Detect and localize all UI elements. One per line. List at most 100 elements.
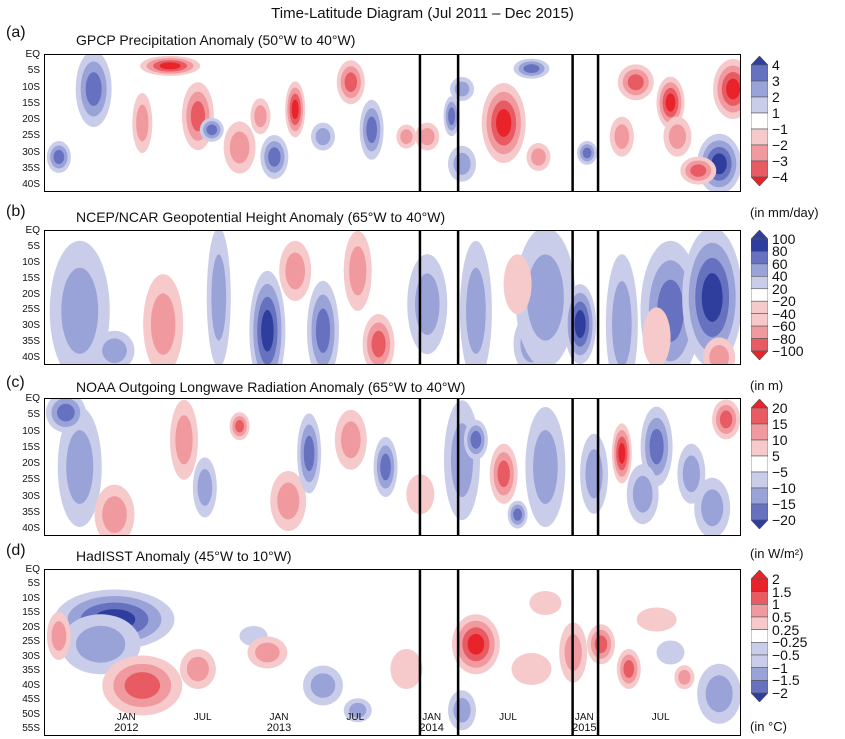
colorbar-segment: [750, 313, 769, 327]
colorbar-segment: [750, 604, 769, 618]
panel-d-anomaly-contour: [705, 675, 733, 713]
colorbar-segment: [750, 642, 769, 656]
panel-a-anomaly-contour: [206, 124, 218, 136]
y-tick-label: 20S: [22, 621, 40, 633]
panel-d-anomaly-contour: [529, 591, 562, 615]
panel-d-letter: (d): [6, 542, 26, 559]
x-tick-label: JAN 2014: [412, 712, 452, 734]
panel-c-anomaly-contour: [533, 430, 558, 504]
y-tick-label: 55S: [22, 723, 40, 734]
colorbar-label: 2: [772, 571, 780, 587]
x-tick-year: 2012: [114, 722, 139, 734]
panel-a-anomaly-contour: [454, 81, 470, 97]
colorbar-label: 5: [772, 448, 780, 464]
panel-a-anomaly-contour: [531, 148, 546, 166]
y-tick-label: 5S: [27, 240, 40, 252]
panel-c-anomaly-contour: [303, 435, 315, 472]
x-tick-label: JUL: [183, 712, 223, 723]
panel-d-anomaly-contour: [75, 625, 126, 663]
x-tick-year: 2014: [419, 722, 444, 734]
panel-c-anomaly-contour: [277, 482, 300, 520]
panel-d-anomaly-contour: [656, 640, 685, 665]
panel-a-anomaly-contour: [448, 107, 456, 126]
colorbar-label: 20: [772, 280, 788, 297]
colorbar-label: 100: [772, 231, 796, 247]
y-tick-label: EQ: [25, 393, 40, 404]
panel-a-letter: (a): [6, 24, 26, 41]
panel-b-anomaly-contour: [102, 338, 127, 364]
colorbar-segment: [750, 471, 769, 489]
panel-d-anomaly-contour: [310, 673, 336, 698]
x-tick-label: JAN 2015: [564, 712, 604, 734]
colorbar-label: −1: [772, 659, 788, 676]
panel-a-anomaly-contour: [85, 72, 102, 106]
y-tick-label: 10S: [22, 425, 40, 437]
colorbar-label: −0.25: [772, 634, 808, 651]
y-tick-label: 35S: [22, 506, 40, 518]
x-tick-month: JUL: [193, 712, 212, 723]
colorbar-label: 80: [772, 243, 788, 260]
x-tick-year: 2013: [266, 722, 292, 734]
panel-a-anomaly-contour: [291, 99, 299, 120]
colorbar-top-arrow: [750, 569, 769, 580]
x-tick-label: JAN 2012: [106, 712, 146, 734]
panel-a-anomaly-contour: [315, 127, 331, 146]
y-tick-label: 10S: [22, 81, 40, 93]
colorbar-segment: [750, 455, 769, 473]
panel-b-plot: [44, 230, 741, 365]
y-tick-label: 35S: [22, 665, 40, 677]
colorbar-svg: [750, 569, 769, 703]
x-tick-label: JUL: [488, 712, 528, 723]
panel-c-anomaly-contour: [649, 428, 664, 465]
panel-c-anomaly-contour: [497, 460, 510, 488]
colorbar-segment: [750, 128, 769, 146]
panel-a-colorbar: [750, 55, 769, 187]
y-tick-label: 15S: [22, 272, 40, 284]
panel-a-anomaly-contour: [582, 147, 592, 159]
panel-a-anomaly-contour: [366, 116, 377, 144]
y-tick-label: 5S: [27, 409, 40, 421]
panel-b-anomaly-contour: [701, 273, 723, 322]
colorbar-segment: [750, 338, 769, 352]
colorbar-segment: [750, 251, 769, 265]
x-tick-month: JUL: [651, 712, 670, 723]
colorbar-label: −1: [772, 121, 788, 137]
panel-c-anomaly-contour: [719, 410, 733, 429]
panel-b-anomaly-contour: [349, 246, 367, 296]
panel-d-anomaly-contour: [467, 633, 485, 655]
panel-a-anomaly-contour: [268, 147, 281, 167]
colorbar-label: −40: [772, 305, 796, 322]
y-tick-label: 20S: [22, 114, 40, 125]
panel-d-title: HadISST Anomaly (45°W to 10°W): [76, 548, 292, 564]
x-tick-year: 2015: [572, 722, 597, 734]
colorbar-label: −1.5: [772, 672, 800, 689]
panel-a-anomaly-contour: [665, 93, 676, 112]
panel-a-anomaly-contour: [344, 72, 358, 92]
panel-c-anomaly-contour: [175, 415, 193, 465]
colorbar-bottom-arrow: [750, 519, 769, 530]
colorbar-segment: [750, 616, 769, 630]
panel-a-heatmap: [46, 55, 740, 191]
x-tick-month: JAN: [116, 712, 136, 723]
colorbar-label: 0.25: [772, 621, 800, 638]
y-tick-label: 20S: [22, 458, 40, 469]
panel-b-letter: (b): [6, 203, 26, 220]
colorbar-label: −15: [772, 496, 796, 512]
colorbar-segment: [750, 160, 769, 178]
panel-a-title: GPCP Precipitation Anomaly (50°W to 40°W…: [76, 32, 356, 48]
y-tick-label: 40S: [22, 179, 40, 190]
panel-d-anomaly-contour: [636, 607, 677, 632]
colorbar-label: −80: [772, 330, 796, 347]
panel-d-anomaly-contour: [124, 672, 161, 699]
panel-b-anomaly-contour: [315, 308, 331, 353]
y-tick-label: 30S: [22, 146, 40, 158]
panel-c-anomaly-contour: [701, 489, 724, 527]
y-tick-label: 35S: [22, 162, 40, 174]
colorbar-segment: [750, 591, 769, 605]
panel-b-anomaly-contour: [61, 267, 99, 354]
panel-a-anomaly-contour: [726, 78, 740, 100]
panel-a-anomaly-contour: [496, 109, 512, 137]
colorbar-label: 1.5: [772, 583, 792, 600]
colorbar-segment: [750, 64, 769, 82]
y-tick-label: 40S: [22, 352, 40, 363]
